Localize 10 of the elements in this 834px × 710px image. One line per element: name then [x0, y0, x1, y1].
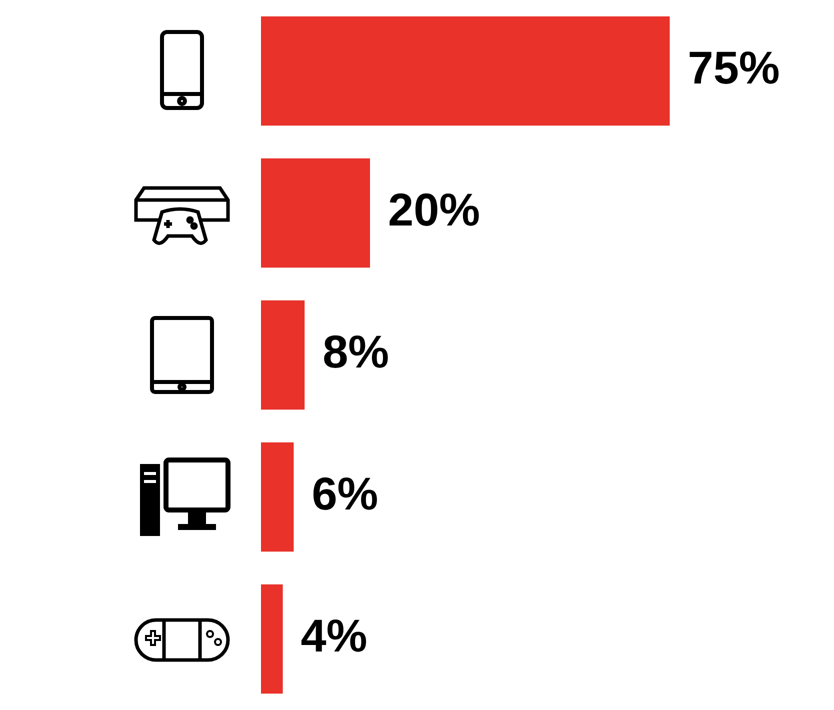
data-label: 75%	[688, 42, 780, 94]
data-label: 6%	[312, 468, 378, 520]
bar	[261, 16, 670, 126]
data-label: 8%	[322, 326, 390, 378]
bar	[261, 584, 283, 694]
bar	[261, 300, 305, 410]
data-label: 4%	[300, 610, 368, 662]
bar	[261, 442, 294, 552]
data-label: 20%	[388, 184, 480, 236]
bar	[261, 158, 370, 268]
